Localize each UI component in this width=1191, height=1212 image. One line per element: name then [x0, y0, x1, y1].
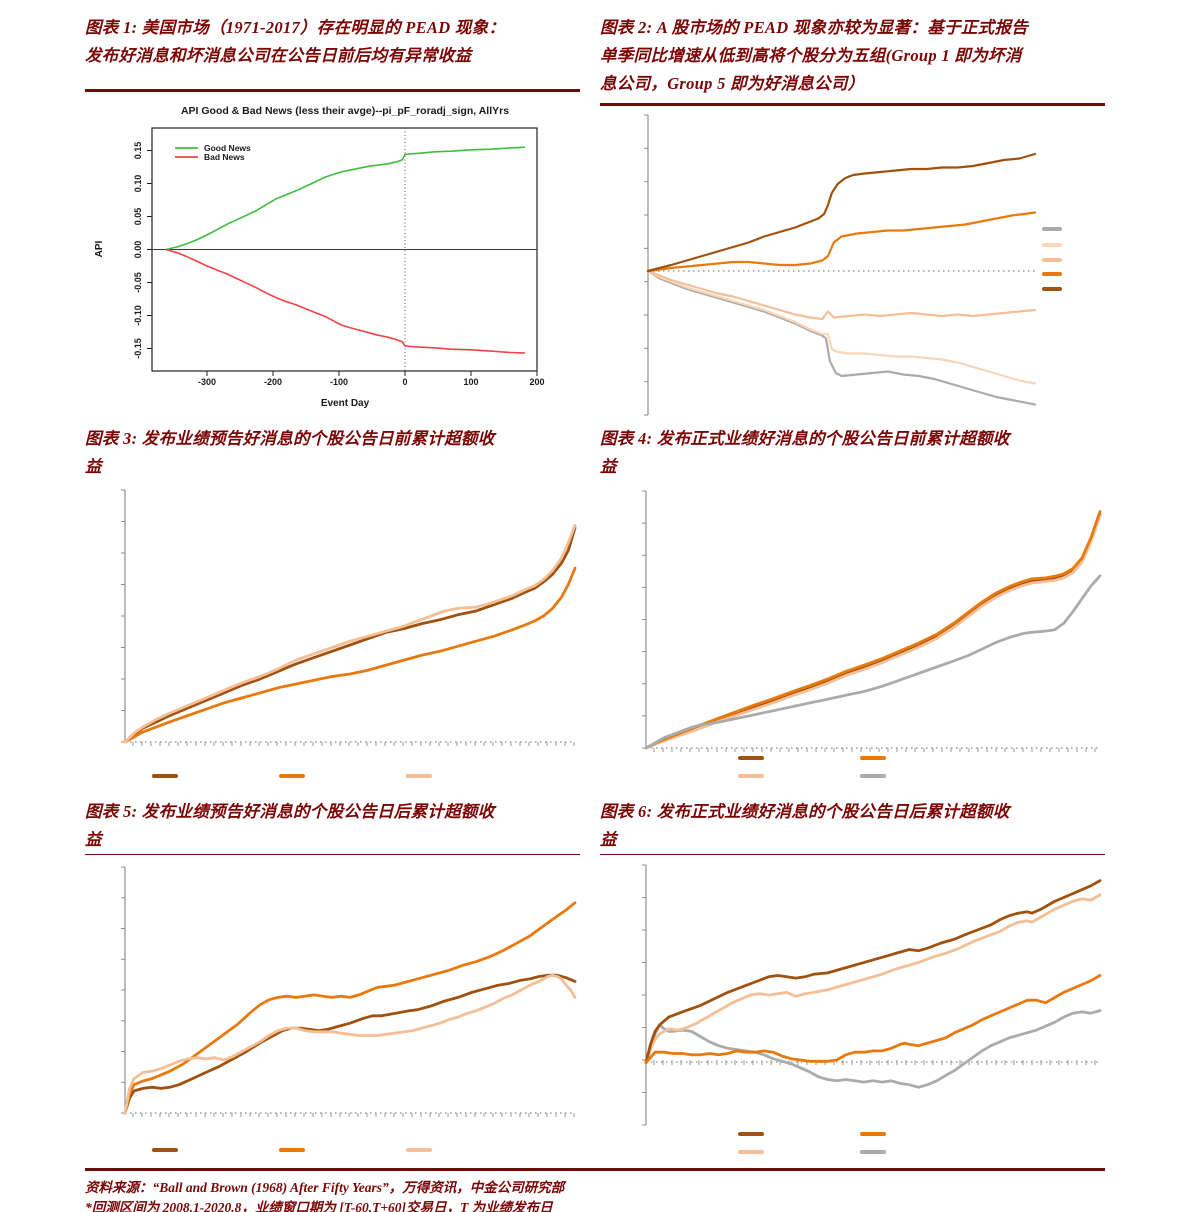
caption-line: 益 [600, 453, 1105, 483]
legend-swatch [1042, 272, 1062, 276]
legend-swatch [738, 774, 764, 778]
caption-line: 图表 3: 发布业绩预告好消息的个股公告日前累计超额收 [85, 429, 495, 448]
svg-text:-200: -200 [264, 377, 282, 387]
svg-text:100: 100 [463, 377, 478, 387]
legend-swatch [406, 1148, 432, 1152]
svg-text:0.05: 0.05 [133, 208, 143, 226]
source-line: *回测区间为 2008.1-2020.8，业绩窗口期为 [T-60,T+60]交… [85, 1200, 553, 1212]
caption-rule [85, 89, 580, 92]
svg-text:-300: -300 [198, 377, 216, 387]
svg-text:-0.10: -0.10 [133, 305, 143, 326]
svg-text:-0.05: -0.05 [133, 272, 143, 293]
legend-swatch [860, 774, 886, 778]
svg-text:Event Day: Event Day [321, 398, 370, 409]
legend-swatch [1042, 258, 1062, 262]
figure-5-caption: 图表 5: 发布业绩预告好消息的个股公告日后累计超额收 益 [85, 798, 580, 856]
caption-line: 图表 5: 发布业绩预告好消息的个股公告日后累计超额收 [85, 802, 495, 821]
chart-4-formal-before [600, 480, 1105, 795]
chart-2-ashare-pead-groups [600, 108, 1105, 420]
legend-swatch [279, 1148, 305, 1152]
caption-line: 单季同比增速从低到高将个股分为五组(Group 1 即为坏消 [600, 46, 1022, 65]
svg-text:Good News: Good News [204, 143, 251, 153]
chart4-canvas [642, 490, 1102, 752]
caption-line: 发布好消息和坏消息公司在公告日前后均有异常收益 [85, 46, 472, 65]
svg-text:-0.15: -0.15 [133, 338, 143, 359]
figure-2-caption: 图表 2: A 股市场的 PEAD 现象亦较为显著：基于正式报告 单季同比增速从… [600, 14, 1105, 98]
legend-swatch [406, 774, 432, 778]
legend-swatch [738, 1150, 764, 1154]
chart-3-preannounce-before [85, 480, 595, 795]
legend-swatch [860, 1132, 886, 1136]
svg-text:200: 200 [529, 377, 544, 387]
legend-swatch [1042, 243, 1062, 247]
chart-5-preannounce-after [85, 855, 595, 1155]
source-line: 资料来源：“Ball and Brown (1968) After Fifty … [85, 1180, 565, 1195]
svg-text:0.00: 0.00 [133, 241, 143, 259]
legend-swatch [1042, 227, 1062, 231]
svg-text:API: API [94, 240, 105, 257]
caption-line: 益 [600, 826, 1105, 856]
svg-text:0: 0 [402, 377, 407, 387]
caption-rule [600, 103, 1105, 106]
figure-6-caption: 图表 6: 发布正式业绩好消息的个股公告日后累计超额收 益 [600, 798, 1105, 856]
caption-line: 益 [85, 826, 580, 856]
chart2-canvas [644, 114, 1037, 416]
caption-line: 益 [85, 453, 580, 483]
caption-line: 息公司，Group 5 即为好消息公司） [600, 74, 865, 93]
figure-4-caption: 图表 4: 发布正式业绩好消息的个股公告日前累计超额收 益 [600, 425, 1105, 483]
caption-line: 图表 4: 发布正式业绩好消息的个股公告日前累计超额收 [600, 429, 1010, 448]
figure-3-caption: 图表 3: 发布业绩预告好消息的个股公告日前累计超额收 益 [85, 425, 580, 483]
svg-text:API Good & Bad News (less thei: API Good & Bad News (less their avge)--p… [181, 105, 509, 117]
figure-1-caption: 图表 1: 美国市场（1971-2017）存在明显的 PEAD 现象： 发布好消… [85, 14, 580, 70]
chart-6-formal-after [600, 855, 1105, 1155]
svg-text:0.10: 0.10 [133, 175, 143, 193]
legend-swatch [860, 756, 886, 760]
chart6-canvas [642, 864, 1102, 1126]
legend-swatch [1042, 287, 1062, 291]
legend-swatch [279, 774, 305, 778]
svg-text:Bad News: Bad News [204, 152, 245, 162]
legend-swatch [152, 774, 178, 778]
chart5-canvas [121, 866, 577, 1117]
caption-line: 图表 2: A 股市场的 PEAD 现象亦较为显著：基于正式报告 [600, 18, 1029, 37]
legend-swatch [738, 1132, 764, 1136]
chart-1-us-pead-api: API Good & Bad News (less their avge)--p… [85, 97, 580, 420]
legend-swatch [860, 1150, 886, 1154]
svg-text:-100: -100 [330, 377, 348, 387]
caption-line: 图表 6: 发布正式业绩好消息的个股公告日后累计超额收 [600, 802, 1010, 821]
caption-line: 图表 1: 美国市场（1971-2017）存在明显的 PEAD 现象： [85, 18, 506, 37]
source-rule [85, 1168, 1105, 1171]
legend-swatch [738, 756, 764, 760]
legend-swatch [152, 1148, 178, 1152]
svg-text:0.15: 0.15 [133, 142, 143, 160]
chart-1-canvas: API Good & Bad News (less their avge)--p… [94, 105, 545, 409]
chart3-canvas [121, 489, 577, 746]
